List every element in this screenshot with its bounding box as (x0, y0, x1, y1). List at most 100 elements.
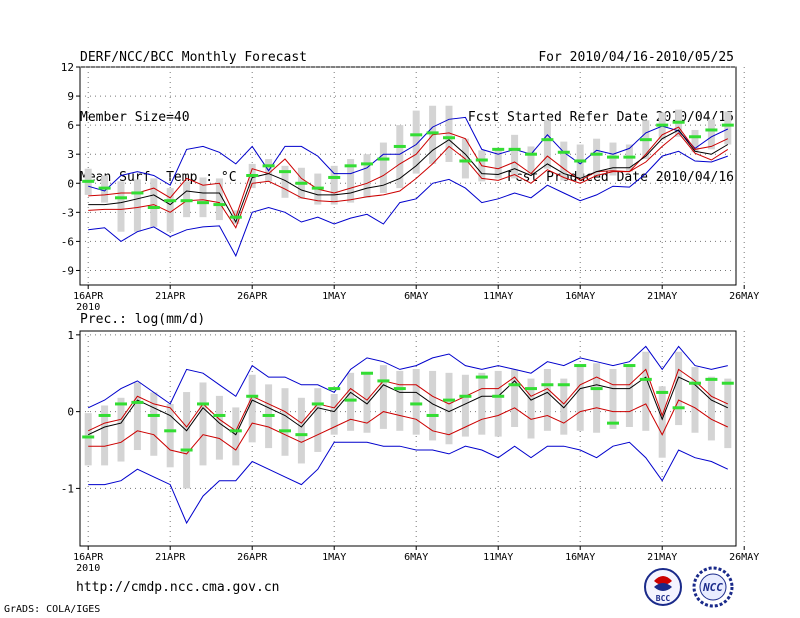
precip-marker (393, 387, 406, 391)
source-url[interactable]: http://cmdp.ncc.cma.gov.cn (76, 580, 280, 595)
precip-x-tick-label: 26APR (237, 552, 268, 563)
temp-x-tick-label: 21APR (155, 291, 186, 302)
precip-y-tick-label: -1 (61, 482, 74, 495)
temp-marker (443, 136, 455, 140)
precip-marker (672, 406, 685, 410)
temp-x-tick-label: 6MAY (404, 291, 428, 302)
precip-range-bar (199, 382, 207, 466)
precip-y-tick-label: 0 (67, 406, 74, 419)
temp-marker (377, 157, 390, 161)
precip-range-bar (297, 397, 305, 464)
temp-x-tick-label: 16MAY (565, 291, 595, 302)
temp-range-bar (199, 177, 207, 218)
precip-range-bar (658, 386, 666, 458)
temp-marker (607, 155, 619, 159)
precip-range-bar (461, 374, 469, 437)
temp-y-tick-label: -6 (61, 235, 74, 248)
precip-marker (164, 429, 177, 433)
precip-marker (197, 402, 209, 406)
temp-range-bar (511, 134, 519, 179)
precip-range-bar (412, 369, 420, 435)
precip-range-bar (183, 392, 191, 489)
temp-range-bar (494, 149, 502, 179)
temp-marker (98, 186, 111, 190)
temp-y-tick-label: 6 (67, 119, 74, 132)
temp-marker (541, 138, 554, 142)
temp-range-bar (691, 129, 699, 153)
temp-range-bar (396, 125, 404, 189)
precip-marker (574, 364, 587, 368)
temp-marker (311, 186, 324, 190)
precip-marker (295, 433, 308, 437)
precip-range-bar (363, 372, 371, 433)
precip-marker (377, 379, 390, 383)
precip-marker (607, 421, 619, 425)
precip-range-bar (593, 363, 601, 433)
precip-range-bar (576, 365, 584, 431)
temp-marker (393, 144, 406, 148)
temp-marker (328, 175, 341, 179)
precip-range-bar (511, 369, 519, 427)
precip-range-bar (445, 372, 453, 445)
precip-series-ensemble-mean (87, 376, 729, 436)
temp-marker (262, 164, 275, 168)
header-left: DERF/NCC/BCC Monthly Forecast Member Siz… (80, 8, 307, 208)
temp-y-tick-label: 0 (67, 177, 74, 190)
precip-x-tick-label: 6MAY (404, 552, 428, 563)
temp-x-tick-label: 16APR (73, 291, 104, 302)
precip-marker (656, 390, 669, 394)
precip-range-bar (527, 378, 535, 439)
precip-marker (475, 375, 488, 379)
temp-marker (459, 159, 472, 163)
precip-marker (639, 377, 652, 381)
temp-marker (689, 135, 701, 139)
temp-marker (623, 155, 636, 159)
temp-marker (721, 123, 734, 127)
precip-y-tick-label: 1 (67, 329, 74, 342)
temp-range-bar (347, 159, 355, 203)
precip-marker (525, 387, 537, 391)
ncc-logo: NCC (692, 566, 734, 608)
temp-range-bar (527, 146, 535, 174)
temp-range-bar (117, 181, 125, 232)
temp-x-tick-label: 1MAY (322, 291, 346, 302)
precip-x-tick-label: 16APR (73, 552, 104, 563)
precip-range-bar (150, 392, 158, 456)
temp-marker (426, 131, 439, 135)
precip-range-bar (314, 388, 322, 452)
temp-series-ensemble-min (88, 150, 728, 258)
temp-range-bar (412, 110, 420, 174)
precip-marker (229, 429, 242, 433)
precip-x-tick-label: 11MAY (483, 552, 513, 563)
temp-marker (492, 147, 505, 151)
temp-range-bar (215, 178, 223, 221)
temp-marker (213, 203, 226, 207)
temp-range-bar (166, 188, 174, 232)
precip-marker (705, 377, 718, 381)
precip-marker (426, 413, 439, 417)
precip-range-bar (478, 372, 486, 435)
temp-x-year-label: 2010 (76, 302, 100, 313)
precip-marker (213, 413, 226, 417)
temp-series-lower-spread (88, 132, 729, 229)
precip-marker (557, 383, 570, 387)
precip-range-bar (675, 351, 683, 426)
temp-marker (410, 133, 423, 137)
precip-marker (246, 394, 259, 398)
temp-marker (147, 205, 160, 209)
precip-marker (131, 400, 144, 404)
temp-range-bar (543, 120, 551, 169)
temp-marker (639, 138, 652, 142)
precipitation-panel: Prec.: log(mm/d) 1 0 -1 16APR 21APR 26APR 1MAY… (61, 312, 760, 574)
precip-series-upper-spread (87, 368, 729, 432)
temp-marker (656, 123, 669, 127)
precip-x-tick-label: 16MAY (565, 552, 595, 563)
temp-y-tick-label: 3 (67, 148, 74, 161)
temp-range-bar (609, 142, 617, 176)
temp-range-bar (445, 105, 453, 162)
precip-x-year-label: 2010 (76, 563, 100, 574)
temp-marker (180, 199, 193, 203)
precip-range-bar (609, 369, 617, 429)
precip-marker (590, 387, 603, 391)
precip-series-ensemble-min (88, 441, 729, 525)
